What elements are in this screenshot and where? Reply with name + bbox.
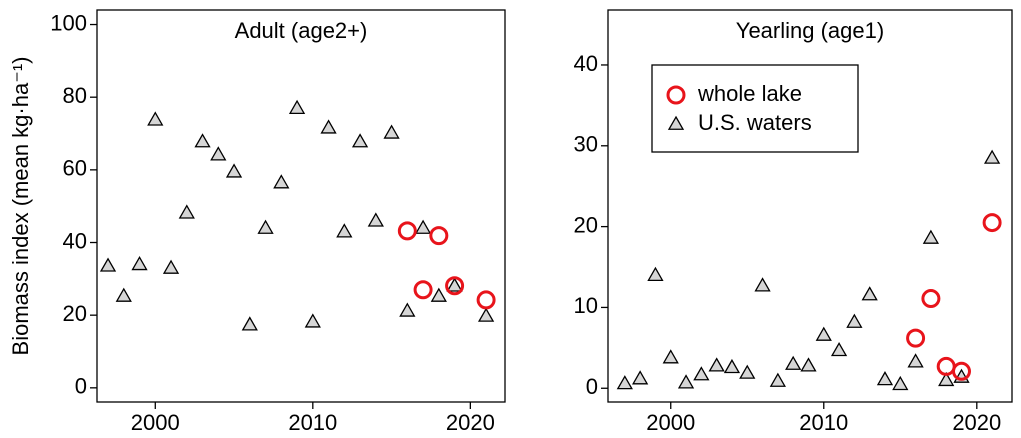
marker-triangle (99, 257, 117, 272)
y-tick-label: 100 (50, 10, 87, 35)
marker-triangle (983, 149, 1001, 164)
marker-triangle (304, 313, 321, 328)
marker-triangle (210, 146, 227, 161)
marker-triangle (288, 99, 306, 114)
marker-triangle (336, 223, 353, 238)
y-tick-label: 20 (574, 212, 598, 237)
x-tick-label: 2010 (799, 410, 848, 435)
marker-triangle (225, 163, 243, 178)
marker-triangle (677, 374, 695, 389)
x-tick-label: 2000 (646, 410, 695, 435)
marker-triangle (399, 302, 416, 317)
marker-triangle (739, 364, 756, 379)
marker-triangle (430, 287, 447, 302)
marker-triangle (892, 375, 909, 391)
marker-triangle (477, 307, 495, 322)
x-tick-label: 2000 (131, 410, 180, 435)
x-tick-label: 2020 (952, 410, 1001, 435)
marker-triangle (320, 119, 337, 134)
marker-triangle (693, 366, 710, 381)
y-tick-label: 0 (586, 374, 598, 399)
panel-title: Yearling (age1) (736, 18, 884, 43)
marker-triangle (647, 266, 664, 282)
marker-triangle (830, 341, 848, 357)
y-tick-label: 60 (63, 156, 87, 181)
marker-triangle (922, 229, 940, 244)
marker-circle (952, 361, 971, 381)
marker-triangle (178, 204, 195, 219)
x-tick-label: 2010 (288, 410, 337, 435)
panel: 0 10 20 30 40 2000 2010 2020 Yearling (age1) whol… (574, 9, 1013, 435)
marker-triangle (241, 316, 258, 331)
marker-triangle (938, 371, 955, 387)
marker-triangle (257, 219, 274, 234)
y-tick-label: 40 (574, 51, 598, 76)
marker-triangle (723, 358, 741, 374)
legend-label: whole lake (697, 81, 802, 106)
marker-triangle (632, 370, 649, 385)
marker-triangle (194, 133, 211, 148)
y-tick-label: 10 (574, 293, 598, 318)
marker-triangle (414, 219, 432, 234)
marker-triangle (754, 277, 771, 292)
y-tick-label: 80 (63, 83, 87, 108)
marker-triangle (662, 349, 679, 364)
marker-triangle (616, 375, 633, 390)
y-axis-label: Biomass index (mean kg·ha⁻¹) (8, 57, 33, 356)
marker-triangle (708, 357, 725, 372)
y-tick-label: 40 (63, 228, 87, 253)
marker-circle (476, 290, 496, 310)
marker-triangle (815, 326, 832, 341)
plot-frame (96, 9, 506, 403)
marker-triangle (907, 353, 924, 368)
y-tick-label: 30 (574, 132, 598, 157)
marker-triangle (785, 355, 802, 370)
marker-circle (906, 328, 926, 348)
marker-circle (445, 276, 465, 296)
marker-triangle (446, 277, 463, 292)
y-tick-label: 0 (75, 374, 87, 399)
marker-triangle (351, 133, 369, 148)
marker-triangle (861, 286, 878, 301)
marker-circle (982, 213, 1002, 233)
marker-circle (397, 221, 417, 241)
marker-triangle (147, 111, 164, 126)
marker-triangle (846, 313, 863, 328)
marker-triangle (131, 255, 148, 271)
marker-triangle (162, 259, 180, 274)
panel-title: Adult (age2+) (235, 18, 368, 43)
marker-triangle (769, 372, 786, 387)
marker-triangle (383, 124, 400, 139)
marker-circle (429, 226, 449, 246)
legend-label: U.S. waters (698, 110, 812, 135)
marker-circle (413, 280, 433, 300)
x-tick-label: 2020 (446, 410, 495, 435)
panel: 0 20 40 60 80 100 2000 2010 2020 Adult (age2+) (50, 9, 506, 435)
marker-triangle (800, 357, 817, 372)
y-tick-label: 20 (63, 301, 87, 326)
legend-marker (667, 115, 685, 130)
marker-triangle (273, 174, 290, 189)
marker-triangle (367, 212, 384, 227)
marker-triangle (876, 371, 894, 386)
marker-circle (921, 289, 941, 309)
legend-marker (666, 85, 686, 105)
legend-box (651, 64, 859, 153)
marker-triangle (115, 287, 132, 302)
plot-frame (607, 9, 1013, 403)
